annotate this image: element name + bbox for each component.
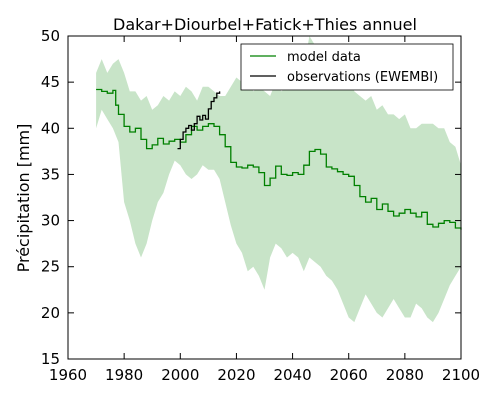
- x-tick-label: 1980: [105, 366, 143, 384]
- observations-line: [177, 91, 221, 150]
- y-tick-label: 25: [41, 258, 60, 276]
- plot-frame: [67, 35, 462, 360]
- model-spread-band: [96, 36, 461, 323]
- x-tick-label: 1960: [49, 366, 87, 384]
- model-data-line: [96, 88, 462, 230]
- x-tick-label: 2080: [386, 366, 424, 384]
- y-tick-label: 20: [41, 304, 60, 322]
- x-tick-label: 2000: [161, 366, 199, 384]
- x-tick-label: 2020: [217, 366, 255, 384]
- chart-title: Dakar+Diourbel+Fatick+Thies annuel: [113, 15, 417, 34]
- y-tick-label: 40: [41, 119, 60, 137]
- y-tick-label: 50: [41, 27, 60, 45]
- legend-label-observations: observations (EWEMBI): [287, 70, 438, 85]
- y-tick-label: 45: [41, 73, 60, 91]
- x-tick-label: 2060: [330, 366, 368, 384]
- y-tick-label: 30: [41, 212, 60, 230]
- y-tick-label: 35: [41, 165, 60, 183]
- x-tick-label: 2040: [273, 366, 311, 384]
- y-axis-ticks: 15 20 25 30 35 40 45 50: [41, 27, 461, 368]
- legend: model data observations (EWEMBI): [240, 43, 454, 91]
- legend-label-model: model data: [287, 50, 361, 65]
- y-tick-label: 15: [41, 350, 60, 368]
- x-axis-ticks: 1960 1980 2000 2020 2040 2060 2080 2100: [49, 36, 480, 384]
- series-line-layer: [96, 88, 462, 230]
- legend-box: [240, 43, 454, 91]
- y-axis-label: Précipitation [mm]: [14, 124, 33, 273]
- uncertainty-band-layer: [96, 36, 461, 323]
- x-tick-label: 2100: [442, 366, 480, 384]
